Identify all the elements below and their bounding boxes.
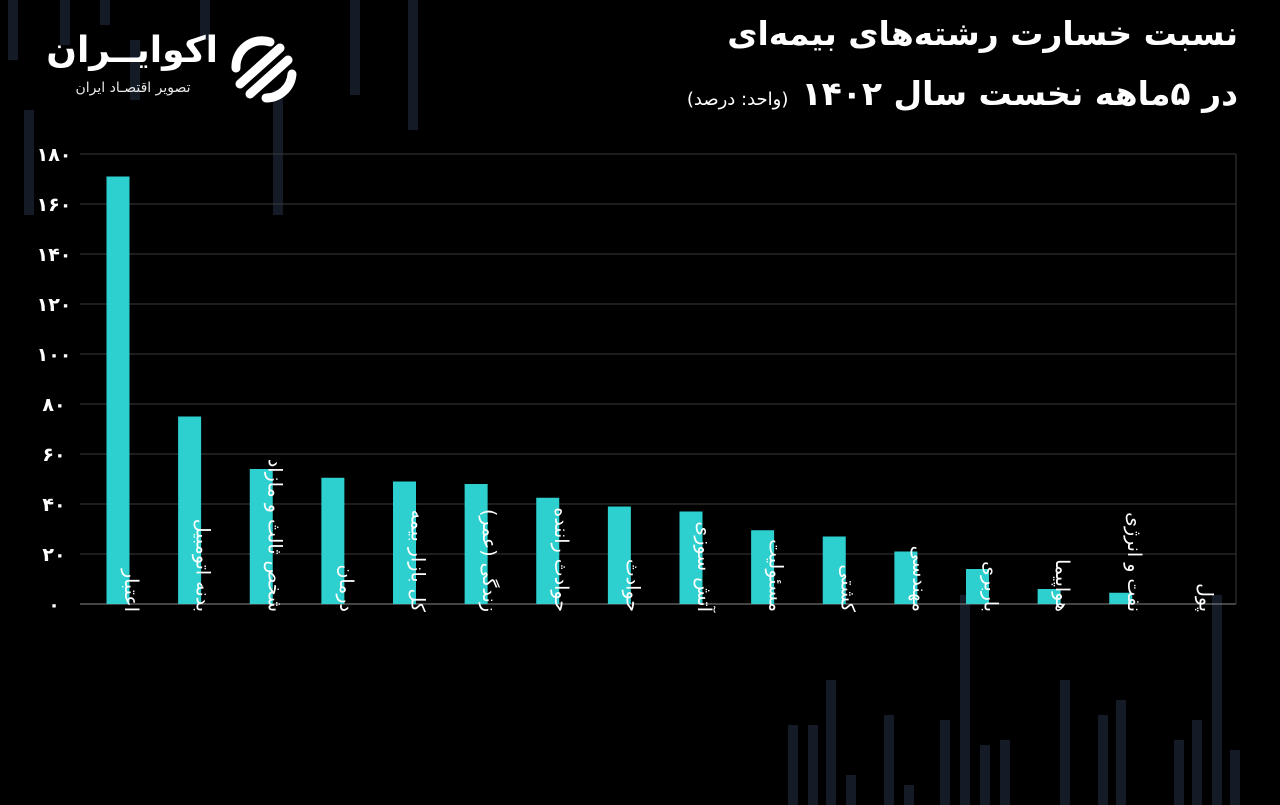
x-tick-label: هواپیما [1051, 559, 1073, 612]
logo-mark-icon [231, 36, 297, 103]
bar [751, 530, 775, 604]
y-tick-label: ۶۰ [42, 444, 65, 466]
logo-tagline: تصویر اقتصـاد ایران [75, 80, 191, 96]
y-tick-label: ۱۸۰ [37, 144, 72, 166]
x-tick-label: درمان [335, 564, 357, 612]
bar [321, 477, 345, 604]
y-tick-label: ۱۲۰ [37, 294, 72, 316]
chart-title: نسبت خسارت رشته‌های بیمه‌ای [727, 14, 1238, 53]
bar [894, 551, 918, 604]
bar [966, 569, 989, 604]
x-tick-label: مهندسی [908, 546, 930, 612]
x-axis-ticks: اعتبار بدنه اتومبیل شخص ثالث و مازاد درمان ک… [120, 459, 1216, 613]
chart-subtitle: در ۵ماهه نخست سال ۱۴۰۲ [801, 74, 1238, 113]
bar [1037, 589, 1061, 604]
bar [822, 536, 846, 604]
y-tick-label: ۱۶۰ [37, 194, 72, 216]
unit-label: (واحد: درصد) [686, 89, 789, 110]
x-tick-label: حوادث [621, 559, 643, 612]
x-tick-label: زندگی (عمر) [478, 509, 501, 612]
x-tick-label: کشتی [836, 564, 858, 613]
y-tick-label: ۱۴۰ [37, 244, 72, 266]
y-tick-label: ۲۰ [42, 544, 65, 566]
bar [1109, 592, 1133, 604]
x-tick-label: شخص ثالث و مازاد [263, 459, 285, 612]
x-tick-label: پول [1194, 583, 1216, 612]
x-tick-label: اعتبار [120, 568, 142, 612]
bar [679, 511, 703, 604]
y-tick-label: ۸۰ [42, 394, 65, 416]
x-tick-label: حوادث راننده [550, 507, 572, 612]
x-tick-label: آتش سوزی [693, 521, 717, 612]
chart-subtitle-line: در ۵ماهه نخست سال ۱۴۰۲ (واحد: درصد) [687, 74, 1238, 113]
y-axis-ticks: ۰ ۲۰ ۴۰ ۶۰ ۸۰ ۱۰۰ ۱۲۰ ۱۴۰ ۱۶۰ ۱۸۰ [37, 144, 72, 616]
y-tick-label: ۰ [48, 594, 60, 616]
brand-logo: اکوایــران تصویر اقتصـاد ایران [40, 26, 310, 106]
logo-name: اکوایــران [46, 30, 218, 71]
bar [464, 484, 488, 604]
y-tick-label: ۱۰۰ [37, 344, 72, 366]
x-tick-label: بدنه اتومبیل [192, 519, 214, 612]
x-tick-label: نفت و انرژی [1123, 512, 1145, 612]
x-tick-label: باربری [980, 561, 1002, 612]
bar [536, 497, 560, 604]
bars [106, 176, 1133, 604]
bar [106, 176, 130, 604]
bar [393, 481, 416, 604]
bar [178, 416, 202, 604]
bar [607, 506, 631, 604]
bar [249, 469, 273, 604]
y-tick-label: ۴۰ [42, 494, 65, 516]
x-tick-label: کل بازار بیمه [407, 510, 429, 613]
x-tick-label: مسئولیت [765, 539, 787, 612]
